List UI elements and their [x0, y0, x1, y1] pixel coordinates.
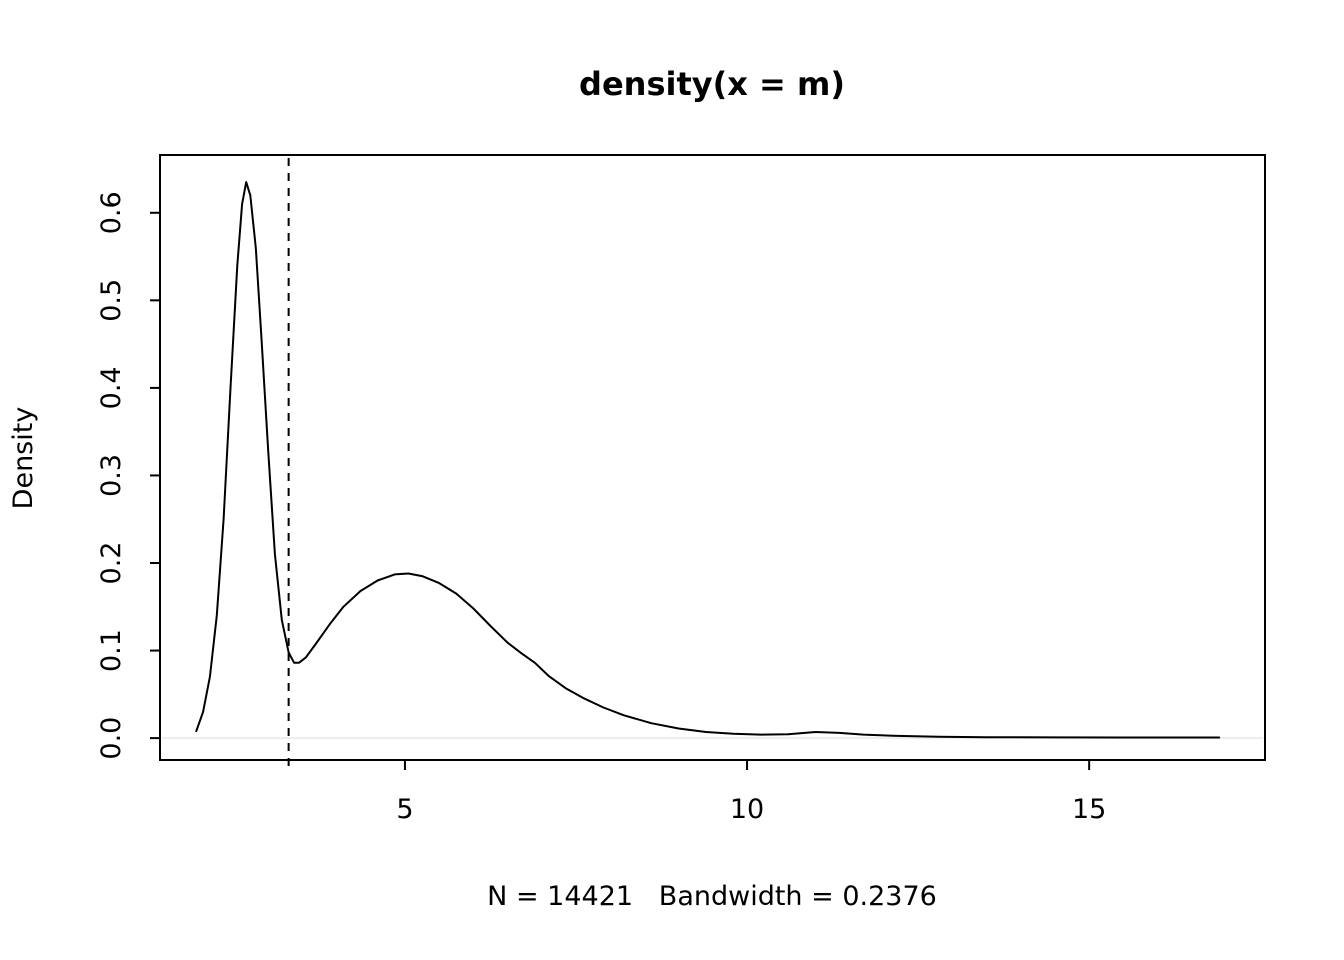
plot-box — [159, 154, 1266, 761]
density-curve — [195, 181, 1221, 739]
x-tick-label: 5 — [396, 794, 413, 825]
y-tick-label: 0.1 — [96, 629, 127, 672]
y-tick-label: 0.2 — [96, 542, 127, 585]
y-tick-label: 0.4 — [96, 366, 127, 409]
y-tick-label: 0.6 — [96, 191, 127, 234]
plot-title: density(x = m) — [579, 65, 845, 103]
y-tick-label: 0.3 — [96, 454, 127, 497]
x-axis-label: N = 14421 Bandwidth = 0.2376 — [487, 881, 937, 912]
y-tick-label: 0.5 — [96, 279, 127, 322]
y-tick-label: 0.0 — [96, 717, 127, 760]
x-axis-ticks: 5 10 15 — [396, 760, 1106, 825]
x-tick-label: 15 — [1072, 794, 1106, 825]
y-axis-ticks: 0.0 0.1 0.2 0.3 0.4 0.5 0.6 — [96, 191, 160, 760]
x-tick-label: 10 — [730, 794, 764, 825]
y-axis-label: Density — [8, 407, 39, 510]
